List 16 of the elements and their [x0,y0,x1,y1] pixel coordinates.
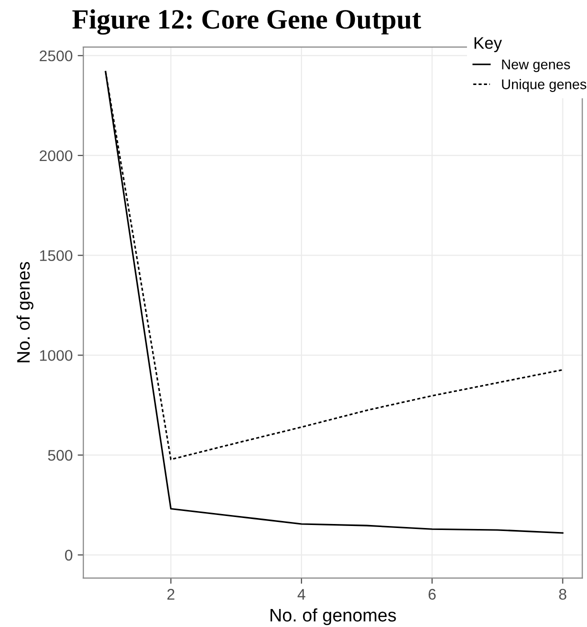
x-axis-title: No. of genomes [270,608,396,626]
x-tick-label: 4 [298,589,306,600]
x-tick-label: 2 [167,588,174,600]
legend-label: Unique genes [502,79,586,92]
y-tick-label: 1500 [40,250,72,262]
y-tick-label: 2500 [40,50,72,62]
x-tick-label: 8 [559,588,566,600]
y-tick-label: 0 [65,550,72,561]
x-tick-label: 6 [428,588,436,600]
y-tick-label: 2000 [40,150,72,162]
y-tick-label: 500 [48,450,72,461]
legend-title: Key [474,37,502,52]
legend-label: New genes [502,60,570,72]
chart-title: Figure 12: Core Gene Output [72,9,422,35]
y-axis-title: No. of genes [16,262,34,362]
y-tick-label: 1000 [40,350,72,361]
